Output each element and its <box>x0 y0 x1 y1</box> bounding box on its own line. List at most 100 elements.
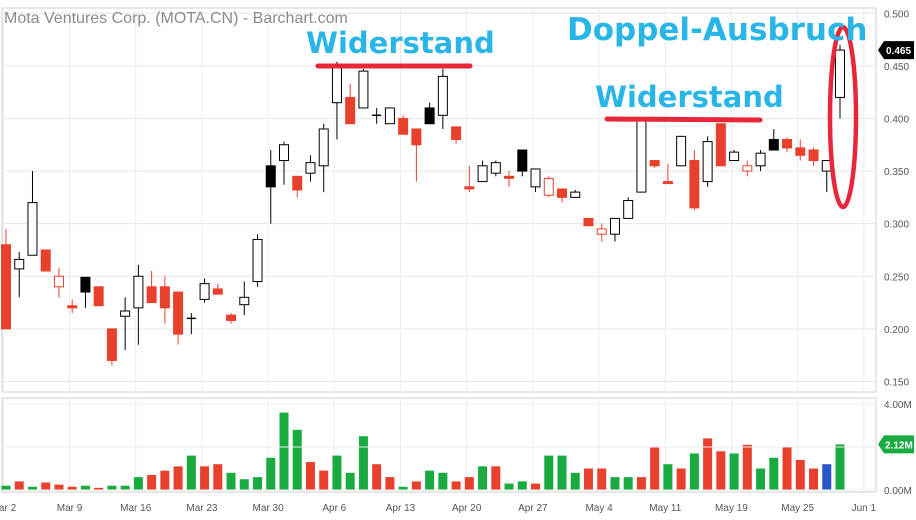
volume-bar <box>279 412 289 490</box>
last-price-label: 0.465 <box>886 46 911 57</box>
volume-bar <box>226 472 236 490</box>
candle-body <box>318 128 329 167</box>
candle-body <box>689 160 700 209</box>
price-tick-label: 0.300 <box>884 220 909 231</box>
candle-body <box>384 107 395 125</box>
candle-body <box>27 202 38 256</box>
resistance-line-2 <box>604 116 763 123</box>
date-tick-label: Mar 2 <box>0 503 17 514</box>
candle-body <box>649 160 660 167</box>
candle-body <box>93 286 104 307</box>
candle-body <box>795 147 806 156</box>
volume-bar <box>133 477 143 490</box>
volume-bar <box>186 455 196 490</box>
annotation-resistance-1: Widerstand <box>306 26 495 60</box>
candle-body <box>755 152 766 167</box>
candle-body <box>345 96 356 125</box>
candle-body <box>279 144 289 162</box>
candle-body <box>662 181 673 185</box>
volume-bar <box>689 453 699 490</box>
date-tick-label: May 4 <box>585 503 613 514</box>
date-tick-label: Apr 6 <box>322 503 346 514</box>
date-tick-label: Mar 16 <box>120 503 152 514</box>
volume-bar <box>425 470 435 490</box>
last-volume-badge <box>878 435 914 454</box>
volume-tick-label: 0.00M <box>884 486 912 497</box>
volume-bar <box>358 436 368 490</box>
candle-body <box>464 186 475 190</box>
date-tick-label: Mar 30 <box>253 503 285 514</box>
candle-body <box>570 191 581 198</box>
volume-bar <box>650 447 660 490</box>
candle-body <box>729 151 740 162</box>
candle-body <box>173 291 184 335</box>
volume-bar <box>451 481 461 490</box>
volume-bar <box>160 470 170 490</box>
volume-bar <box>795 459 805 490</box>
volume-bar <box>478 466 488 490</box>
volume-bar <box>597 468 607 490</box>
candle-body <box>398 117 409 135</box>
volume-bar <box>239 479 249 490</box>
volume-bar <box>809 468 819 490</box>
volume-bar <box>332 455 342 490</box>
candle-body <box>623 200 634 219</box>
candle-body <box>437 75 448 116</box>
price-tick-label: 0.450 <box>884 62 909 73</box>
candle-body <box>411 128 422 146</box>
price-panel-frame <box>1 7 877 393</box>
candle-body <box>239 296 250 306</box>
candle-body <box>159 286 170 309</box>
volume-bar <box>266 457 276 490</box>
volume-bar <box>756 468 766 490</box>
candle-body <box>596 228 607 235</box>
candle-body <box>106 328 117 361</box>
volume-bar <box>385 477 395 490</box>
candle-body <box>530 168 541 188</box>
candle-body <box>133 275 144 309</box>
candle-body <box>424 107 435 125</box>
volume-bar <box>716 451 726 490</box>
volume-bar <box>345 472 355 490</box>
volume-bar <box>200 466 210 490</box>
volume-bar <box>41 482 51 490</box>
volume-panel-frame <box>1 397 877 493</box>
volume-bar <box>769 457 779 490</box>
price-tick-label: 0.350 <box>884 167 909 178</box>
annotation-double-breakout: Doppel-Ausbruch <box>567 12 868 48</box>
candle-body <box>742 165 753 172</box>
volume-bar <box>464 477 474 490</box>
date-tick-label: May 25 <box>781 503 814 514</box>
volume-bar <box>504 483 514 490</box>
last-volume-label: 2.12M <box>885 440 913 451</box>
candle-body <box>676 135 687 167</box>
volume-bar <box>703 438 713 490</box>
candle-body <box>120 310 131 317</box>
volume-bar <box>411 481 421 490</box>
volume-bar <box>398 486 408 490</box>
candle-body <box>292 175 303 191</box>
candle-body <box>40 249 51 272</box>
volume-bar <box>213 464 223 490</box>
volume-bar <box>742 444 752 490</box>
candle-body <box>305 162 316 174</box>
volume-bar <box>544 455 554 490</box>
volume-bar <box>729 453 739 490</box>
date-tick-label: Jun 1 <box>852 503 877 514</box>
volume-bar <box>305 462 315 490</box>
volume-bar <box>557 455 567 490</box>
volume-bar <box>570 472 580 490</box>
volume-bar <box>531 483 541 490</box>
candle-body <box>636 117 647 193</box>
price-tick-label: 0.150 <box>884 377 909 388</box>
date-tick-label: Apr 13 <box>386 503 416 514</box>
chart-title: Mota Ventures Corp. (MOTA.CN) - Barchart… <box>4 10 348 27</box>
volume-bar <box>517 481 527 490</box>
candle-body <box>702 141 713 183</box>
volume-bar <box>438 472 448 490</box>
volume-bar <box>319 470 329 490</box>
candle-body <box>543 177 554 196</box>
candle-body <box>1 244 11 330</box>
date-tick-label: Apr 20 <box>452 503 482 514</box>
candle-body <box>199 283 210 300</box>
